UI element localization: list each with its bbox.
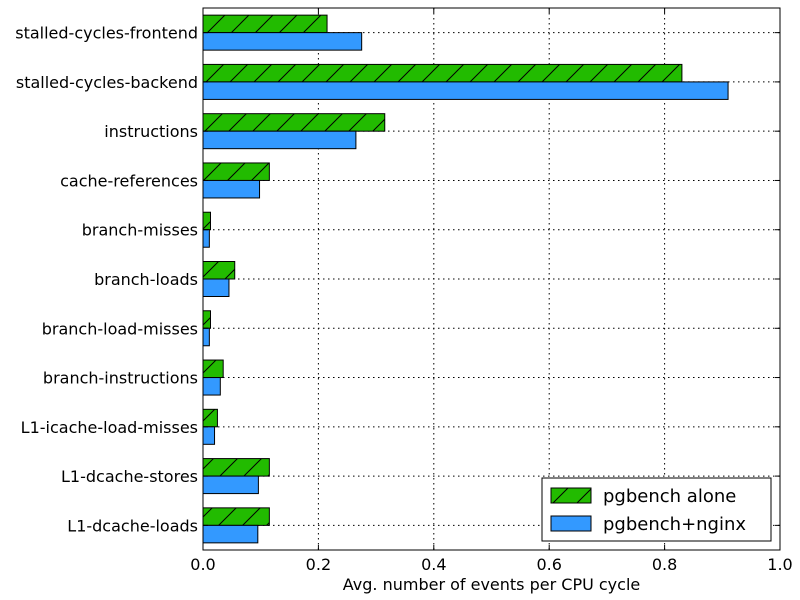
- y-tick-label: branch-instructions: [43, 369, 198, 388]
- bar-pgbench-nginx: [202, 229, 210, 248]
- bar-pgbench-nginx: [202, 32, 363, 51]
- y-tick-label: branch-loads: [94, 270, 198, 289]
- bars: [202, 14, 729, 544]
- bar-pgbench-nginx: [202, 377, 221, 396]
- bar-pgbench-alone: [202, 63, 683, 83]
- bar-pgbench-alone: [202, 162, 270, 181]
- x-tick-label: 0.8: [652, 555, 677, 574]
- bar-pgbench-alone: [202, 211, 212, 231]
- bar-pgbench-nginx: [202, 81, 729, 100]
- bar-pgbench-nginx: [202, 426, 216, 445]
- bar-pgbench-nginx: [202, 179, 261, 199]
- bar-pgbench-nginx: [202, 130, 357, 150]
- y-tick-label: stalled-cycles-frontend: [15, 24, 198, 43]
- bar-pgbench-alone: [202, 261, 236, 280]
- x-tick-label: 1.0: [767, 555, 792, 574]
- y-tick-label: stalled-cycles-backend: [16, 73, 198, 92]
- x-tick-label: 0.4: [421, 555, 446, 574]
- x-tick-label: 0.2: [306, 555, 331, 574]
- y-tick-label: branch-load-misses: [42, 319, 198, 338]
- bar-pgbench-alone: [202, 310, 212, 329]
- y-tick-label: L1-dcache-loads: [67, 516, 198, 535]
- legend-swatch: [550, 515, 592, 532]
- bar-pgbench-nginx: [202, 524, 259, 544]
- bar-pgbench-nginx: [202, 278, 230, 297]
- y-tick-label: instructions: [104, 122, 198, 141]
- y-tick-label: L1-dcache-stores: [61, 467, 198, 486]
- legend-label: pgbench alone: [603, 486, 736, 507]
- tick-labels: 0.0 0.2 0.4 0.6 0.8 1.0 stalled-cycles-fronten…: [15, 24, 792, 574]
- x-tick-label: 0.0: [190, 555, 215, 574]
- legend-swatch: [550, 487, 592, 504]
- bar-pgbench-alone: [202, 113, 386, 132]
- bar-pgbench-alone: [202, 458, 270, 477]
- legend: pgbench alone pgbench+nginx: [541, 477, 772, 542]
- axis-ticks: [202, 8, 781, 550]
- bar-pgbench-nginx: [202, 475, 259, 495]
- bar-pgbench-alone: [202, 507, 270, 526]
- bar-pgbench-alone: [202, 408, 218, 428]
- y-tick-label: branch-misses: [82, 221, 198, 240]
- bar-pgbench-nginx: [202, 327, 210, 347]
- bar-pgbench-alone: [202, 359, 224, 379]
- y-tick-label: L1-icache-load-misses: [21, 418, 198, 437]
- x-tick-label: 0.6: [536, 555, 561, 574]
- bar-pgbench-alone: [202, 14, 328, 34]
- y-tick-label: cache-references: [60, 171, 198, 190]
- x-axis-label: Avg. number of events per CPU cycle: [343, 575, 640, 594]
- legend-label: pgbench+nginx: [603, 514, 746, 535]
